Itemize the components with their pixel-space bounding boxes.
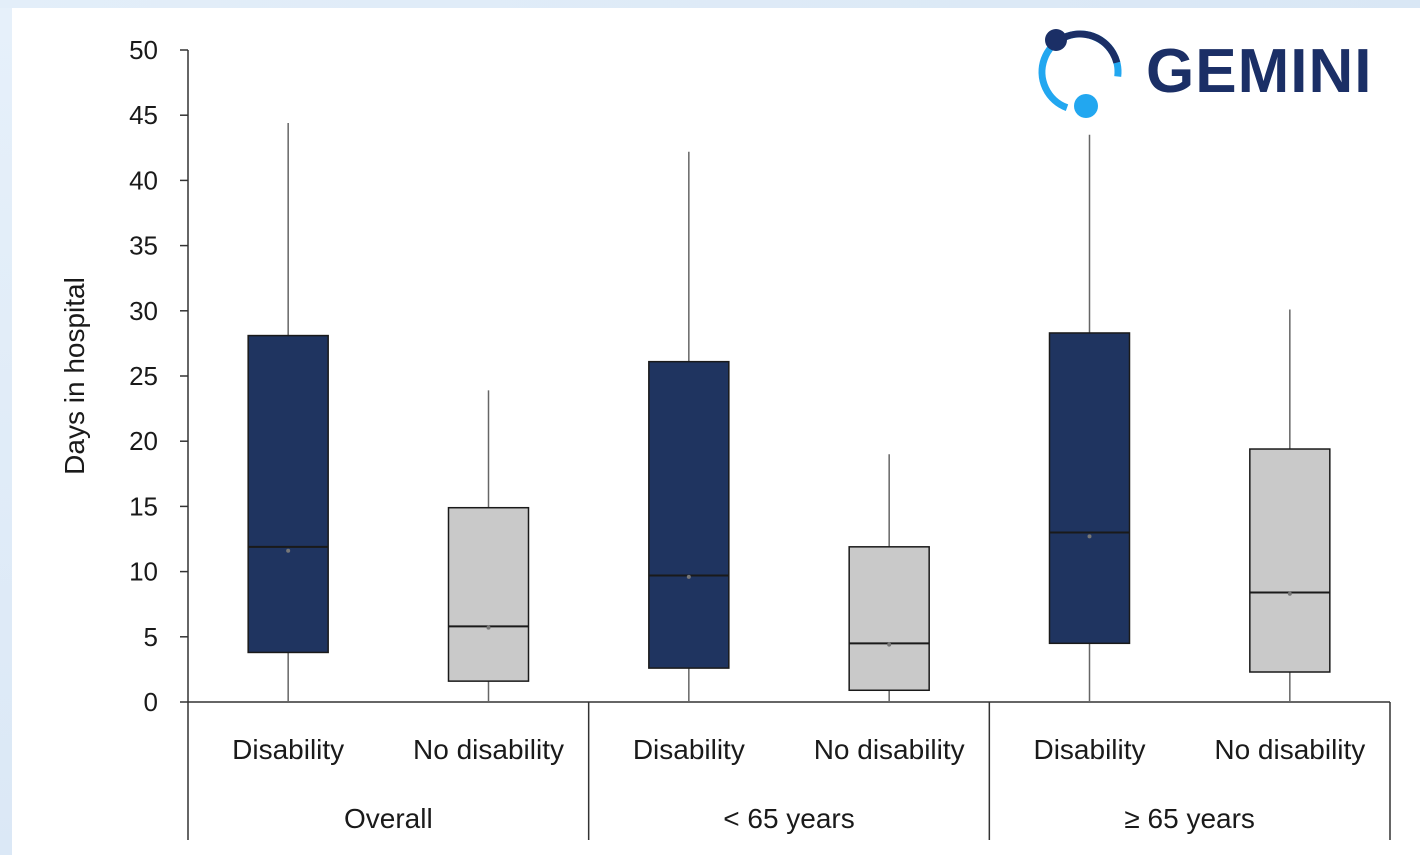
y-tick-label-50: 50 [129,35,158,65]
y-tick-label-0: 0 [144,687,158,717]
frame-left-border [0,0,12,855]
box-disability-2-iqr [1048,332,1131,645]
category-label-disability-0: Disability [232,734,344,765]
y-tick-label-5: 5 [144,622,158,652]
category-label-disability-2: Disability [1033,734,1145,765]
category-label-no-disability-2: No disability [1214,734,1365,765]
box-disability-0-mean [286,548,291,553]
category-label-disability-1: Disability [633,734,745,765]
y-tick-label-15: 15 [129,491,158,521]
box-no-disability-0-iqr [447,506,530,682]
box-no-disability-1-iqr [848,546,930,692]
group-label-65-years: < 65 years [723,803,855,834]
y-tick-label-10: 10 [129,557,158,587]
y-tick-label-45: 45 [129,100,158,130]
logo-text: GEMINI [1146,37,1373,106]
y-tick-label-40: 40 [129,165,158,195]
category-label-no-disability-0: No disability [413,734,564,765]
box-no-disability-2-mean [1287,591,1292,596]
frame-top-border [0,0,1420,8]
gemini-ring-icon [1038,29,1122,118]
box-disability-2-mean [1087,534,1092,539]
group-label-65-years: ≥ 65 years [1124,803,1255,834]
box-no-disability-0-mean [486,625,491,630]
y-tick-label-35: 35 [129,231,158,261]
group-label-overall: Overall [344,803,433,834]
y-axis-title: Days in hospital [59,277,90,475]
box-no-disability-1-mean [887,642,892,647]
category-label-no-disability-1: No disability [814,734,965,765]
box-disability-1-iqr [648,360,730,669]
box-disability-1-mean [686,574,691,579]
y-tick-label-20: 20 [129,426,158,456]
y-tick-label-25: 25 [129,361,158,391]
box-disability-0-iqr [247,334,329,654]
y-tick-label-30: 30 [129,296,158,326]
box-no-disability-2-iqr [1249,448,1331,673]
gemini-logo: GEMINI [1034,26,1404,118]
